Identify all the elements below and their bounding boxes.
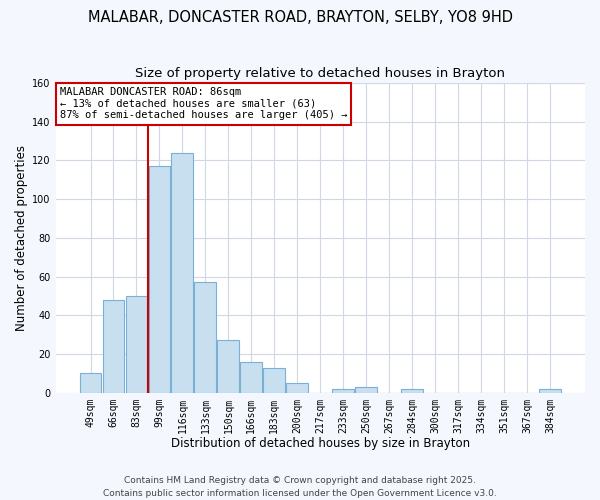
Bar bbox=[172, 152, 193, 392]
Bar bbox=[355, 387, 377, 392]
Bar bbox=[401, 389, 423, 392]
Title: Size of property relative to detached houses in Brayton: Size of property relative to detached ho… bbox=[135, 68, 505, 80]
Y-axis label: Number of detached properties: Number of detached properties bbox=[15, 145, 28, 331]
Text: MALABAR, DONCASTER ROAD, BRAYTON, SELBY, YO8 9HD: MALABAR, DONCASTER ROAD, BRAYTON, SELBY,… bbox=[88, 10, 512, 25]
Bar bbox=[263, 368, 285, 392]
Bar bbox=[332, 389, 354, 392]
Bar bbox=[125, 296, 148, 392]
Text: Contains HM Land Registry data © Crown copyright and database right 2025.
Contai: Contains HM Land Registry data © Crown c… bbox=[103, 476, 497, 498]
Bar bbox=[217, 340, 239, 392]
Bar bbox=[241, 362, 262, 392]
Bar bbox=[194, 282, 216, 393]
Bar bbox=[103, 300, 124, 392]
Text: MALABAR DONCASTER ROAD: 86sqm
← 13% of detached houses are smaller (63)
87% of s: MALABAR DONCASTER ROAD: 86sqm ← 13% of d… bbox=[59, 87, 347, 120]
Bar bbox=[539, 389, 561, 392]
Bar bbox=[149, 166, 170, 392]
X-axis label: Distribution of detached houses by size in Brayton: Distribution of detached houses by size … bbox=[171, 437, 470, 450]
Bar bbox=[80, 374, 101, 392]
Bar bbox=[286, 383, 308, 392]
